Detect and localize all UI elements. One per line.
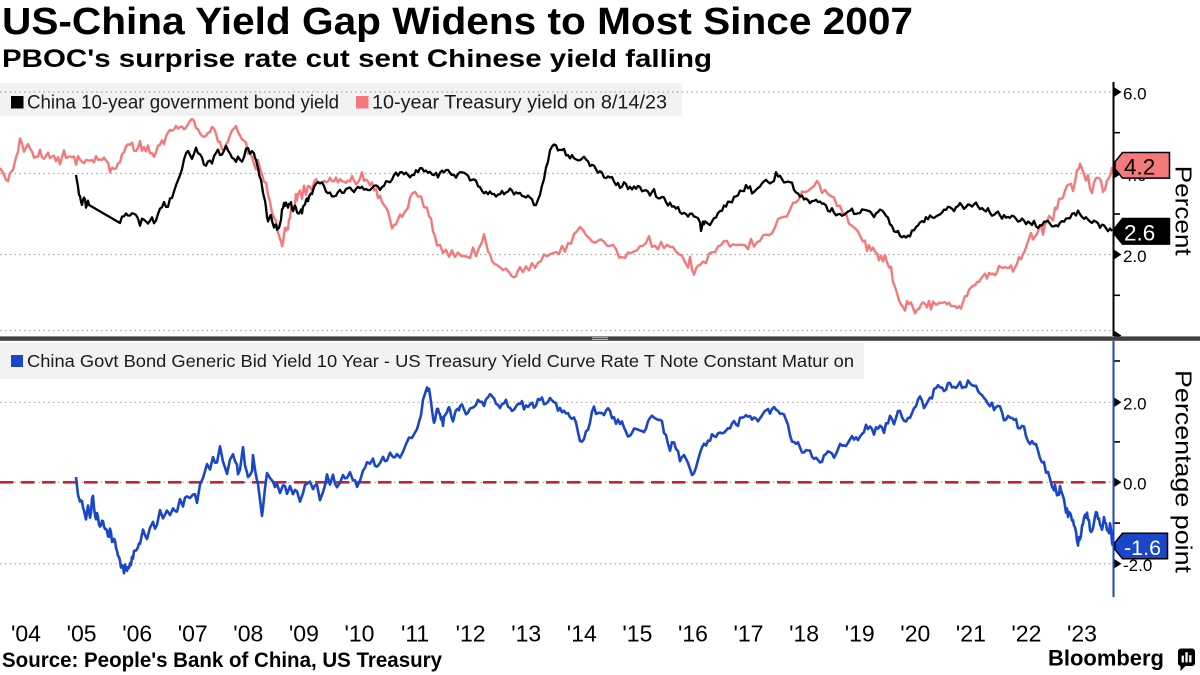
svg-text:Percentage point: Percentage point (1171, 370, 1197, 574)
svg-text:'18: '18 (789, 621, 819, 647)
svg-text:'22: '22 (1011, 621, 1041, 647)
svg-text:'17: '17 (734, 621, 764, 647)
svg-text:Bloomberg: Bloomberg (1048, 646, 1164, 671)
svg-text:'13: '13 (511, 621, 541, 647)
svg-text:US-China Yield Gap Widens to M: US-China Yield Gap Widens to Most Since … (2, 1, 913, 43)
svg-text:6.0: 6.0 (1123, 84, 1147, 103)
svg-text:2.0: 2.0 (1123, 395, 1147, 414)
svg-text:'19: '19 (845, 621, 875, 647)
svg-text:'07: '07 (178, 621, 208, 647)
svg-text:Percent: Percent (1171, 166, 1197, 257)
svg-text:4.2: 4.2 (1124, 155, 1155, 180)
svg-text:'09: '09 (289, 621, 319, 647)
svg-text:'11: '11 (401, 621, 429, 647)
svg-text:-2.0: -2.0 (1123, 556, 1152, 575)
svg-text:2.6: 2.6 (1124, 221, 1155, 246)
svg-text:10-year Treasury yield on 8/14: 10-year Treasury yield on 8/14/23 (372, 93, 667, 114)
svg-text:'05: '05 (67, 621, 97, 647)
svg-text:'21: '21 (956, 621, 986, 647)
svg-text:'06: '06 (122, 621, 152, 647)
svg-text:'16: '16 (678, 621, 708, 647)
svg-text:'20: '20 (900, 621, 930, 647)
svg-text:'15: '15 (622, 621, 652, 647)
svg-text:'14: '14 (567, 621, 597, 647)
svg-text:China Govt Bond Generic Bid Yi: China Govt Bond Generic Bid Yield 10 Yea… (27, 351, 854, 371)
svg-text:China 10-year government bond: China 10-year government bond yield (27, 93, 339, 114)
svg-text:'23: '23 (1067, 621, 1097, 647)
svg-text:Source: People's Bank of China: Source: People's Bank of China, US Treas… (2, 649, 442, 672)
svg-text:'12: '12 (456, 621, 486, 647)
svg-text:PBOC's surprise rate cut sent: PBOC's surprise rate cut sent Chinese yi… (2, 45, 712, 73)
svg-text:0.0: 0.0 (1123, 475, 1147, 494)
svg-text:-1.6: -1.6 (1124, 536, 1161, 560)
svg-text:'10: '10 (345, 621, 375, 647)
svg-text:2.0: 2.0 (1123, 247, 1147, 266)
svg-text:'08: '08 (233, 621, 263, 647)
svg-text:'04: '04 (11, 621, 41, 647)
